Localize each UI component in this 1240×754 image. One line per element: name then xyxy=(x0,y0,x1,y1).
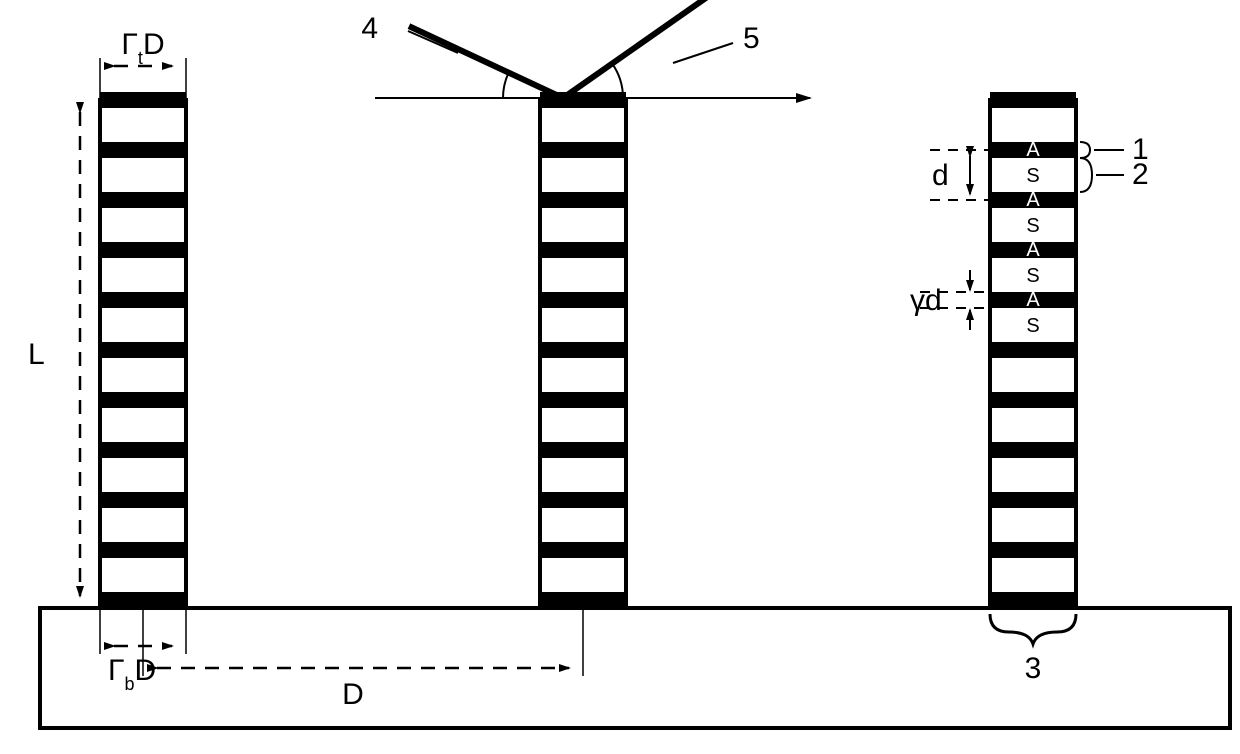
label-gamma-d: γd xyxy=(910,284,942,317)
svg-text:S: S xyxy=(1026,165,1039,187)
svg-text:A: A xyxy=(1026,289,1040,311)
label-4: 4 xyxy=(361,12,378,45)
label-3: 3 xyxy=(1025,652,1042,685)
svg-text:S: S xyxy=(1026,315,1039,337)
svg-text:S: S xyxy=(1026,265,1039,287)
svg-text:A: A xyxy=(1026,239,1040,261)
label-D: D xyxy=(342,678,364,711)
label-2: 2 xyxy=(1132,158,1149,191)
svg-text:A: A xyxy=(1026,139,1040,161)
label-5: 5 xyxy=(743,22,760,55)
svg-text:A: A xyxy=(1026,189,1040,211)
label-gamma-t-D: ΓtD xyxy=(121,28,164,68)
label-gamma-b-D: ΓbD xyxy=(108,654,156,694)
svg-text:S: S xyxy=(1026,215,1039,237)
label-L: L xyxy=(28,338,45,371)
label-d: d xyxy=(932,159,949,192)
